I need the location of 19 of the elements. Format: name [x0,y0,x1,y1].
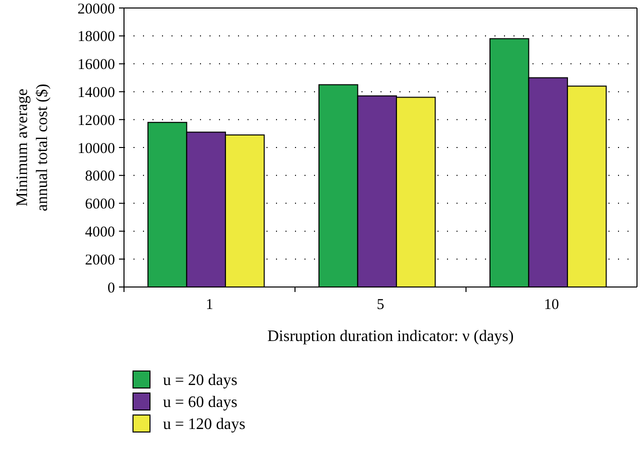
legend-label: u = 60 days [163,394,238,411]
y-tick-label: 18000 [78,29,115,46]
y-axis-title: Minimum average annual total cost ($) [14,84,51,212]
y-tick-label: 2000 [85,252,115,268]
x-tick-label: 1 [206,297,214,313]
y-tick-label: 0 [108,280,115,296]
y-tick-label: 14000 [78,84,115,101]
y-tick-label: 12000 [78,112,115,129]
x-axis-title: Disruption duration indicator: ν (days) [267,328,514,345]
legend-label: u = 120 days [163,416,246,433]
x-tick-label: 5 [376,297,384,313]
y-tick-label: 16000 [78,57,115,74]
x-tick-label: 10 [544,297,559,313]
y-tick-label: 6000 [85,196,115,213]
y-tick-label: 4000 [85,224,115,240]
y-tick-label: 20000 [78,1,115,18]
y-tick-label: 8000 [85,168,115,185]
y-tick-label: 10000 [78,140,115,157]
legend-label: u = 20 days [163,372,238,389]
